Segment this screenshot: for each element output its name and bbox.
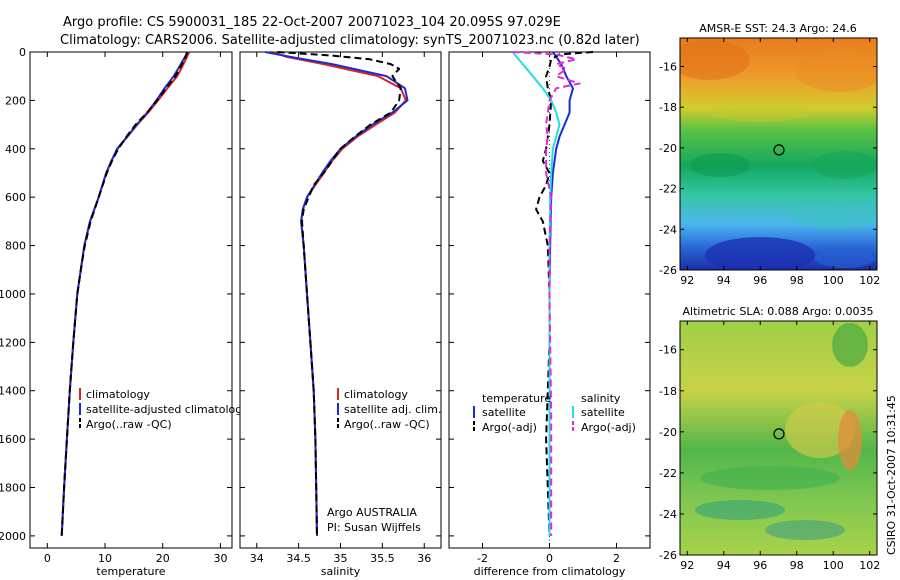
series-line-salinity-satellite [511, 51, 561, 536]
map-y-tick-label: -22 [659, 467, 677, 480]
legend-entry: satellite-adjusted climatology [86, 403, 249, 416]
y-tick-label: 1600 [0, 433, 26, 446]
map-x-tick-label: 102 [859, 559, 880, 572]
x-tick-label: 36 [417, 552, 431, 565]
map-x-tick-label: 98 [790, 274, 804, 287]
map-y-tick-label: -24 [659, 508, 677, 521]
map-x-tick-label: 96 [753, 274, 767, 287]
legend-entry: Argo(-adj) [581, 421, 636, 434]
temperature-panel: 0 10 20 30 0 200 400 600 800 1000 1200 1400 1600 1800… [0, 46, 249, 578]
legend-group-title: salinity [581, 392, 621, 405]
legend-entry: Argo(..raw -QC) [344, 418, 430, 431]
series-line-argo-raw-qc [277, 51, 402, 536]
sla-map-title: Altimetric SLA: 0.088 Argo: 0.0035 [682, 305, 873, 318]
sst-map-argo-marker [773, 144, 785, 156]
y-tick-label: 1200 [0, 336, 26, 349]
series-line-argo-raw-qc [60, 51, 188, 536]
map-y-tick-label: -20 [659, 426, 677, 439]
salinity-panel: 34 34.5 35 35.5 36 salinity climatology satelli… [239, 51, 442, 578]
map-x-tick-label: 98 [790, 559, 804, 572]
map-x-tick-label: 100 [823, 559, 844, 572]
legend-entry: climatology [344, 388, 408, 401]
map-x-tick-label: 92 [680, 274, 694, 287]
x-tick-label: 0 [44, 552, 51, 565]
map-y-tick-label: -16 [659, 344, 677, 357]
map-x-tick-label: 92 [680, 559, 694, 572]
map-y-tick-label: -26 [659, 264, 677, 277]
y-tick-label: 2000 [0, 530, 26, 543]
legend-entry: climatology [86, 388, 150, 401]
x-axis-label: temperature [96, 565, 165, 578]
sla-map-argo-marker [773, 428, 785, 440]
y-tick-label: 800 [5, 240, 26, 253]
x-axis-label: salinity [321, 565, 361, 578]
map-x-tick-label: 94 [717, 559, 731, 572]
figure-header-line1: Argo profile: CS 5900031_185 22-Oct-2007… [63, 15, 561, 30]
plot-frame [239, 51, 442, 549]
plot-frame [29, 51, 233, 549]
sst-map: AMSR-E SST: 24.3 Argo: 24.6 92 94 96 98 100 1… [659, 22, 880, 287]
x-tick-label: 34.5 [286, 552, 311, 565]
legend-group-title: temperature [482, 392, 551, 405]
map-y-tick-label: -24 [659, 223, 677, 236]
x-tick-label: 30 [213, 552, 227, 565]
y-tick-label: 200 [5, 94, 26, 107]
map-x-tick-label: 100 [823, 274, 844, 287]
x-tick-label: 0 [546, 552, 553, 565]
x-tick-label: 2 [613, 552, 620, 565]
y-tick-label: 1800 [0, 482, 26, 495]
sst-map-title: AMSR-E SST: 24.3 Argo: 24.6 [699, 22, 857, 35]
x-tick-label: 20 [156, 552, 170, 565]
figure-header-line2: Climatology: CARS2006. Satellite-adjuste… [60, 33, 640, 48]
legend-entry: Argo(..raw -QC) [86, 418, 172, 431]
float-annotation: Argo AUSTRALIA [327, 506, 417, 519]
map-y-tick-label: -20 [659, 142, 677, 155]
x-axis-label: difference from climatology [474, 565, 626, 578]
map-y-tick-label: -26 [659, 549, 677, 562]
x-tick-label: -2 [477, 552, 488, 565]
legend-entry: satellite [581, 406, 625, 419]
legend-entry: satellite [482, 406, 526, 419]
map-x-tick-label: 102 [859, 274, 880, 287]
map-y-tick-label: -16 [659, 60, 677, 73]
y-tick-label: 600 [5, 191, 26, 204]
y-tick-label: 400 [5, 143, 26, 156]
map-y-tick-label: -22 [659, 183, 677, 196]
credit-stamp: CSIRO 31-Oct-2007 10:31:45 [885, 395, 898, 555]
sla-map: Altimetric SLA: 0.088 Argo: 0.0035 92 94 9… [659, 305, 880, 572]
y-tick-label: 1400 [0, 385, 26, 398]
x-tick-label: 34 [250, 552, 264, 565]
map-x-tick-label: 94 [717, 274, 731, 287]
map-y-tick-label: -18 [659, 101, 677, 114]
map-y-tick-label: -18 [659, 385, 677, 398]
y-tick-label: 1000 [0, 288, 26, 301]
series-line-temperature-argo-adj [535, 51, 594, 536]
x-tick-label: 35 [334, 552, 348, 565]
x-tick-label: 10 [98, 552, 112, 565]
map-x-tick-label: 96 [753, 559, 767, 572]
x-tick-label: 35.5 [370, 552, 395, 565]
legend-entry: satellite adj. clim. [344, 403, 441, 416]
y-tick-label: 0 [19, 46, 26, 59]
legend-entry: Argo(-adj) [482, 421, 537, 434]
float-annotation: PI: Susan Wijffels [327, 521, 421, 534]
